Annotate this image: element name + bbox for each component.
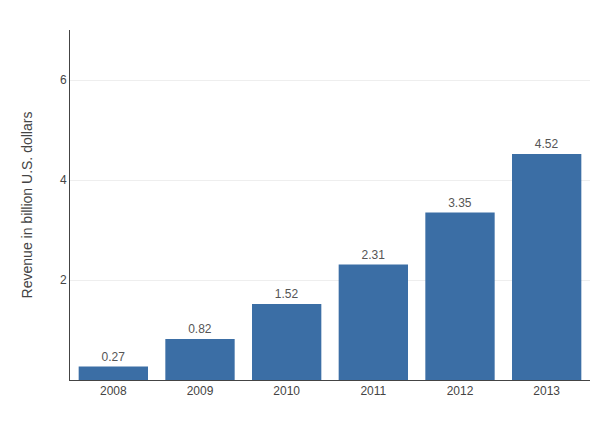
svg-text:2013: 2013 — [533, 384, 560, 398]
svg-text:3.35: 3.35 — [448, 196, 472, 210]
svg-text:2012: 2012 — [447, 384, 474, 398]
svg-text:6: 6 — [60, 73, 67, 87]
svg-text:2: 2 — [60, 273, 67, 287]
svg-text:2011: 2011 — [360, 384, 386, 398]
svg-text:4: 4 — [60, 173, 67, 187]
svg-text:Revenue in billion U.S. dollar: Revenue in billion U.S. dollars — [19, 112, 35, 299]
svg-text:2009: 2009 — [187, 384, 214, 398]
svg-text:2.31: 2.31 — [361, 248, 385, 262]
svg-text:2010: 2010 — [273, 384, 300, 398]
svg-text:0.27: 0.27 — [101, 350, 125, 364]
svg-text:0.82: 0.82 — [188, 322, 212, 336]
svg-text:4.52: 4.52 — [535, 137, 559, 151]
svg-text:1.52: 1.52 — [275, 287, 299, 301]
svg-text:2008: 2008 — [100, 384, 127, 398]
